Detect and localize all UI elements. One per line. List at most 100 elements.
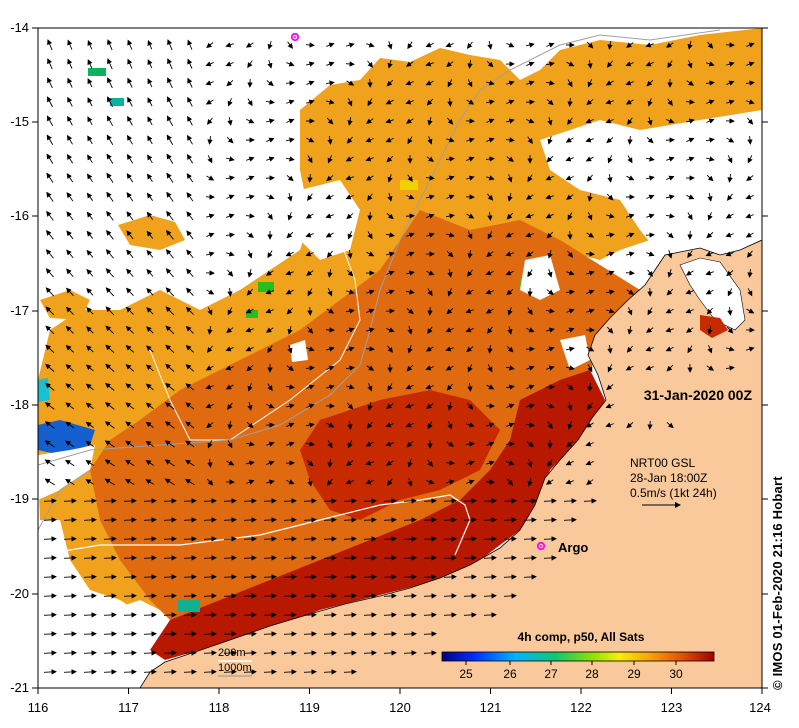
current-vector-arrow [426, 194, 435, 200]
current-vector-arrow [186, 173, 194, 183]
argo-float-marker[interactable] [536, 541, 546, 551]
current-vector-arrow [283, 669, 297, 675]
current-vector-arrow [327, 135, 333, 145]
current-vector-arrow [503, 555, 517, 561]
current-vector-arrow [466, 422, 475, 428]
current-vector-arrow [726, 346, 735, 352]
current-vector-arrow [67, 115, 73, 126]
current-vector-arrow [165, 268, 174, 278]
current-vector-arrow [67, 58, 73, 69]
current-vector-arrow [87, 97, 93, 107]
lon-tick-label: 120 [389, 700, 411, 715]
current-vector-arrow [346, 346, 355, 352]
current-vector-arrow [263, 517, 277, 523]
current-vector-arrow [46, 229, 54, 240]
current-vector-arrow [405, 99, 414, 105]
current-vector-arrow [563, 517, 577, 523]
current-vector-arrow [387, 60, 393, 69]
current-vector-arrow [107, 77, 113, 89]
lon-tick-label: 124 [749, 700, 771, 715]
current-vector-arrow [143, 612, 157, 618]
current-vector-arrow [727, 173, 733, 183]
current-vector-arrow [567, 230, 573, 240]
current-vector-arrow [567, 212, 573, 221]
current-vector-arrow [705, 270, 714, 276]
current-vector-arrow [706, 232, 714, 239]
current-vector-arrow [626, 175, 635, 181]
current-vector-arrow [645, 365, 654, 371]
current-vector-arrow [726, 193, 733, 201]
current-vector-arrow [63, 650, 77, 656]
current-vector-arrow [687, 250, 693, 259]
current-vector-arrow [226, 136, 234, 144]
current-vector-arrow [145, 383, 154, 391]
current-vector-arrow [246, 232, 254, 238]
current-vector-arrow [303, 517, 317, 523]
current-vector-arrow [507, 307, 513, 316]
lon-tick-label: 118 [209, 700, 230, 715]
current-vector-arrow [626, 232, 635, 238]
current-vector-arrow [105, 363, 115, 372]
current-vector-arrow [306, 384, 315, 390]
current-vector-arrow [427, 136, 433, 145]
current-vector-arrow [46, 153, 54, 164]
current-vector-arrow [305, 251, 314, 257]
current-vector-arrow [407, 136, 413, 145]
current-vector-arrow [185, 383, 195, 391]
current-vector-arrow [586, 308, 595, 314]
current-vector-arrow [45, 344, 55, 354]
current-vector-arrow [167, 77, 173, 89]
current-vector-arrow [143, 669, 157, 675]
current-vector-arrow [425, 80, 434, 86]
current-vector-arrow [526, 384, 535, 390]
current-vector-arrow [163, 612, 177, 618]
current-vector-arrow [125, 402, 135, 410]
current-vector-arrow [247, 383, 253, 392]
current-source-label: NRT00 GSL [630, 456, 695, 470]
current-vector-arrow [263, 555, 277, 561]
current-vector-arrow [283, 612, 297, 618]
current-vector-arrow [203, 612, 217, 618]
sst-green-speck [246, 310, 258, 318]
current-vector-arrow [487, 364, 493, 373]
current-vector-arrow [365, 460, 374, 466]
current-vector-arrow [285, 80, 295, 86]
current-vector-arrow [366, 365, 375, 371]
current-vector-arrow [445, 460, 455, 466]
current-vector-arrow [185, 364, 195, 372]
current-vector-arrow [506, 118, 515, 124]
current-vector-arrow [547, 250, 553, 259]
lat-tick-label: -19 [10, 491, 29, 506]
current-vector-arrow [44, 459, 55, 467]
sst-warm-patch [40, 290, 90, 320]
current-vector-arrow [263, 612, 277, 618]
current-vector-arrow [147, 135, 153, 145]
current-vector-arrow [646, 251, 655, 257]
current-vector-arrow [227, 307, 233, 316]
current-vector-arrow [104, 478, 115, 486]
current-vector-arrow [483, 612, 497, 618]
current-vector-arrow [447, 288, 453, 297]
current-vector-arrow [506, 42, 515, 48]
current-vector-arrow [346, 80, 355, 86]
current-vector-arrow [363, 650, 377, 656]
current-vector-arrow [105, 382, 115, 391]
current-vector-arrow [46, 134, 54, 145]
current-vector-arrow [507, 174, 513, 183]
argo-float-marker[interactable] [290, 32, 300, 42]
current-vector-arrow [143, 555, 157, 561]
current-vector-arrow [486, 441, 495, 447]
current-vector-arrow [283, 650, 297, 656]
current-vector-arrow [123, 593, 137, 599]
current-vector-arrow [267, 212, 273, 221]
current-vector-arrow [425, 346, 434, 352]
current-vector-arrow [367, 231, 373, 240]
current-vector-arrow [86, 249, 94, 258]
current-vector-arrow [606, 326, 614, 334]
current-vector-arrow [87, 40, 93, 50]
current-vector-arrow [386, 327, 395, 333]
current-vector-arrow [86, 345, 94, 353]
current-vector-arrow [327, 268, 333, 278]
current-vector-arrow [466, 269, 473, 277]
current-vector-arrow [104, 402, 115, 410]
